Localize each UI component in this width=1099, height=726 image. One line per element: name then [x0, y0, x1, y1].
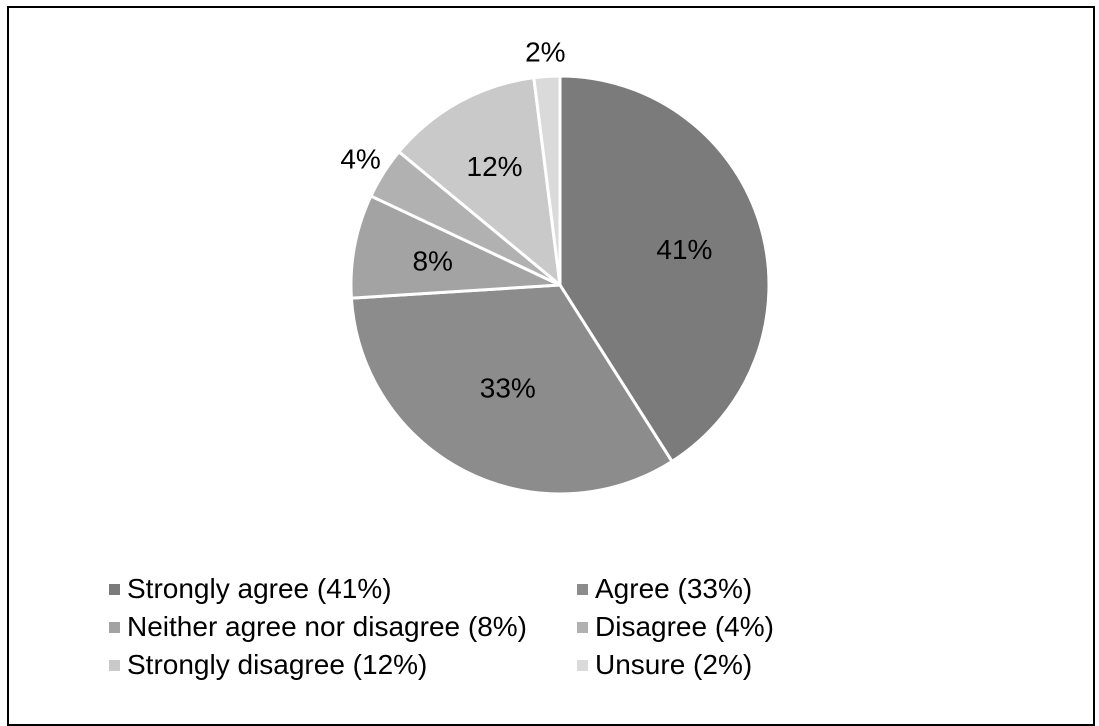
legend-label: Neither agree nor disagree (8%) — [127, 611, 527, 642]
chart-frame: 41% 33% 8% 4% 12% 2% Strongly agree (41%) Agr… — [7, 6, 1095, 726]
data-label-strongly-disagree: 12% — [467, 151, 523, 182]
legend-swatch-strongly-disagree — [109, 659, 120, 671]
legend-label: Agree (33%) — [595, 573, 753, 604]
legend-item-agree: Agree (33%) — [577, 571, 752, 607]
legend-item-neither: Neither agree nor disagree (8%) — [109, 609, 527, 645]
legend-swatch-disagree — [577, 621, 588, 633]
data-label-unsure: 2% — [525, 36, 565, 67]
legend-label: Strongly agree (41%) — [127, 573, 392, 604]
data-label-agree: 33% — [480, 372, 536, 403]
pie-slice-neither — [349, 194, 561, 300]
legend-item-unsure: Unsure (2%) — [577, 647, 752, 683]
legend-item-disagree: Disagree (4%) — [577, 609, 774, 645]
legend-swatch-strongly-agree — [109, 583, 120, 595]
legend-swatch-unsure — [577, 659, 588, 671]
legend-item-strongly-disagree: Strongly disagree (12%) — [109, 647, 427, 683]
data-label-neither: 8% — [412, 246, 452, 277]
pie-chart: 41% 33% 8% 4% 12% 2% — [340, 36, 771, 496]
legend-swatch-neither — [109, 621, 120, 633]
legend-label: Strongly disagree (12%) — [127, 649, 428, 680]
pie-slice-agree — [349, 283, 675, 496]
data-label-disagree: 4% — [340, 143, 380, 174]
pie-slice-unsure — [532, 74, 562, 286]
pie-slice-strongly-disagree — [396, 75, 562, 289]
legend-label: Disagree (4%) — [595, 611, 774, 642]
data-label-strongly-agree: 41% — [656, 234, 712, 265]
legend-item-strongly-agree: Strongly agree (41%) — [109, 571, 392, 607]
legend-label: Unsure (2%) — [595, 649, 753, 680]
legend-swatch-agree — [577, 583, 588, 595]
